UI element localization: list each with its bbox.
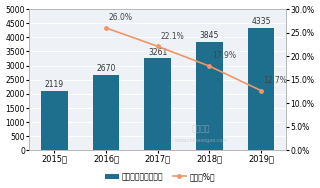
- Bar: [41, 91, 68, 150]
- Bar: [248, 28, 275, 150]
- Bar: [92, 75, 119, 150]
- Text: 2670: 2670: [96, 64, 116, 73]
- Text: 26.0%: 26.0%: [108, 13, 132, 22]
- Text: 12.7%: 12.7%: [264, 76, 287, 85]
- Text: www.chinaaogao.com: www.chinaaogao.com: [175, 138, 228, 143]
- Text: 22.1%: 22.1%: [160, 32, 184, 41]
- Text: 3261: 3261: [148, 48, 167, 57]
- Text: 17.9%: 17.9%: [212, 52, 236, 60]
- Text: 4335: 4335: [251, 17, 271, 26]
- Bar: [144, 58, 171, 150]
- Text: 3845: 3845: [200, 31, 219, 40]
- Bar: [196, 42, 223, 150]
- Legend: 购物中心数量（家）, 增速（%）: 购物中心数量（家）, 增速（%）: [102, 169, 218, 184]
- Text: 2119: 2119: [45, 80, 64, 89]
- Text: 观研天下: 观研天下: [192, 125, 211, 134]
